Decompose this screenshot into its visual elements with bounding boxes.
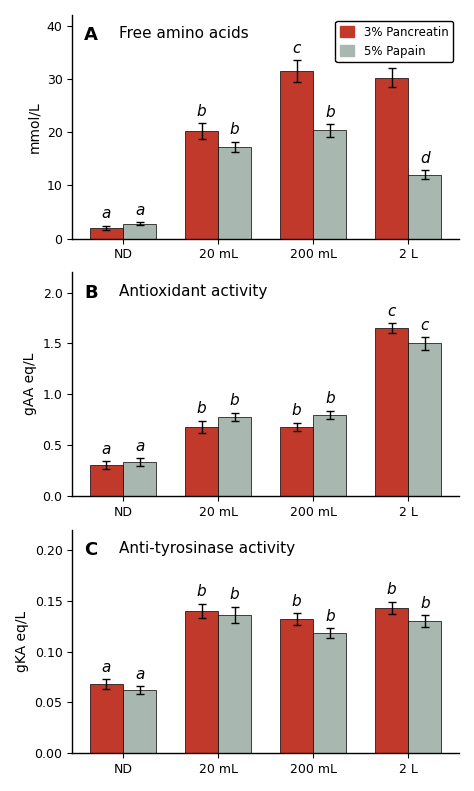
Text: a: a (102, 206, 111, 221)
Bar (90, 465, 123, 496)
Bar (280, 619, 313, 753)
Bar (408, 621, 441, 753)
Bar (408, 175, 441, 239)
Text: c: c (420, 318, 429, 333)
Bar (123, 691, 156, 753)
Text: b: b (325, 609, 335, 624)
Bar (408, 343, 441, 496)
Bar (123, 463, 156, 496)
Bar (90, 228, 123, 239)
Text: Anti-tyrosinase activity: Anti-tyrosinase activity (118, 541, 295, 556)
Text: a: a (135, 439, 145, 454)
Text: c: c (292, 41, 301, 56)
Bar (90, 684, 123, 753)
Text: C: C (84, 541, 97, 559)
Text: b: b (197, 104, 206, 119)
Text: b: b (387, 582, 396, 597)
Legend: 3% Pancreatin, 5% Papain: 3% Pancreatin, 5% Papain (335, 21, 453, 62)
Bar (375, 328, 408, 496)
Text: c: c (387, 304, 396, 319)
Bar (375, 78, 408, 239)
Text: c: c (387, 49, 396, 64)
Text: B: B (84, 283, 98, 301)
Text: b: b (197, 585, 206, 600)
Bar (218, 417, 251, 496)
Text: b: b (420, 596, 429, 611)
Text: b: b (292, 403, 301, 418)
Bar (218, 147, 251, 239)
Bar (185, 131, 218, 239)
Text: b: b (197, 401, 206, 416)
Text: b: b (230, 393, 239, 408)
Bar (280, 71, 313, 239)
Text: Free amino acids: Free amino acids (118, 26, 248, 41)
Bar (185, 427, 218, 496)
Bar (313, 414, 346, 496)
Text: b: b (230, 588, 239, 603)
Text: a: a (135, 667, 145, 682)
Text: a: a (102, 660, 111, 675)
Bar (280, 427, 313, 496)
Y-axis label: mmol/L: mmol/L (27, 101, 41, 153)
Text: a: a (135, 202, 145, 218)
Y-axis label: gAA eq/L: gAA eq/L (23, 353, 37, 415)
Text: b: b (292, 593, 301, 608)
Text: A: A (84, 26, 98, 44)
Bar (375, 608, 408, 753)
Text: b: b (325, 391, 335, 406)
Bar (313, 634, 346, 753)
Bar (185, 611, 218, 753)
Y-axis label: gKA eq/L: gKA eq/L (15, 611, 29, 672)
Bar (123, 224, 156, 239)
Bar (218, 615, 251, 753)
Text: a: a (102, 442, 111, 457)
Bar (313, 131, 346, 239)
Text: b: b (230, 122, 239, 137)
Text: Antioxidant activity: Antioxidant activity (118, 283, 267, 298)
Text: b: b (325, 104, 335, 119)
Text: d: d (420, 151, 429, 166)
